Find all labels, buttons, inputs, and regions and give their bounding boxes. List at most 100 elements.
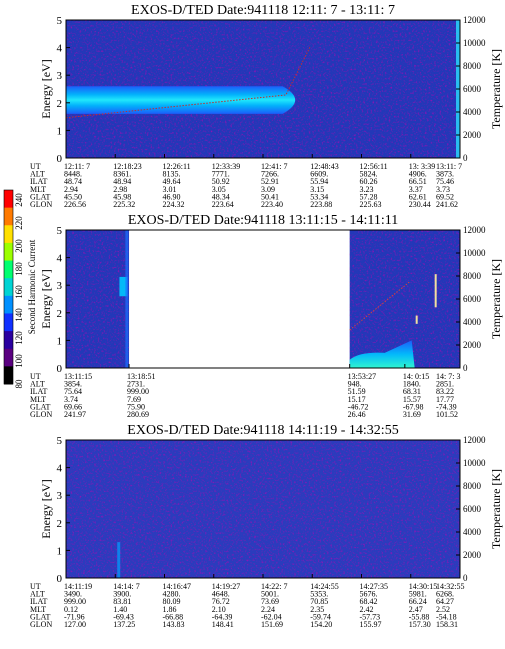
orbit-cell: 143.83 bbox=[163, 620, 185, 629]
orbit-cell: 48.34 bbox=[212, 192, 230, 201]
spike-mark bbox=[415, 315, 418, 324]
orbit-cell: 225.32 bbox=[113, 200, 135, 209]
orbit-cell: 3.09 bbox=[261, 185, 275, 194]
orbit-cell: 1840. bbox=[403, 380, 421, 389]
orbit-cell: 66.24 bbox=[409, 597, 427, 606]
colorbar-tick-label: 80 bbox=[14, 379, 24, 389]
orbit-cell: 230.44 bbox=[409, 200, 431, 209]
orbit-cell: 5353. bbox=[310, 590, 328, 599]
y2-tick-label: 10000 bbox=[463, 248, 486, 258]
colorbar-tick-label: 100 bbox=[14, 354, 24, 368]
orbit-cell: 66.51 bbox=[409, 177, 427, 186]
edge-strip bbox=[125, 230, 129, 368]
orbit-cell: 68.42 bbox=[360, 597, 378, 606]
orbit-cell: 69.52 bbox=[436, 192, 454, 201]
orbit-cell: 57.28 bbox=[360, 192, 378, 201]
orbit-cell: 64.27 bbox=[436, 597, 454, 606]
y2-tick-label: 0 bbox=[463, 153, 468, 163]
orbit-cell: 2.52 bbox=[436, 605, 450, 614]
colorbar-swatch bbox=[4, 207, 13, 226]
orbit-cell: 14:19:27 bbox=[212, 582, 240, 591]
colorbar-swatch bbox=[4, 242, 13, 262]
orbit-cell: -74.39 bbox=[436, 402, 457, 411]
orbit-cell: 154.20 bbox=[310, 620, 332, 629]
y-axis-label: Energy [eV] bbox=[39, 59, 53, 118]
y-tick-label: 5 bbox=[57, 225, 63, 237]
orbit-cell: 4648. bbox=[212, 590, 230, 599]
colorbar-swatch bbox=[4, 331, 13, 350]
plasma-blob bbox=[119, 276, 128, 297]
orbit-cell: 4906. bbox=[409, 170, 427, 179]
panel-title: EXOS-D/TED Date:941118 13:11:15 - 14:11:… bbox=[128, 213, 398, 228]
orbit-cell: 75.46 bbox=[436, 177, 454, 186]
y-tick-label: 4 bbox=[57, 253, 63, 265]
spectrogram-panel-2: EXOS-D/TED Date:941118 13:11:15 - 14:11:… bbox=[30, 213, 503, 419]
orbit-cell: 3.73 bbox=[436, 185, 450, 194]
orbit-row-label: ALT bbox=[30, 380, 45, 389]
y2-tick-label: 10000 bbox=[463, 38, 486, 48]
orbit-cell: 5981. bbox=[409, 590, 427, 599]
y2-tick-label: 6000 bbox=[463, 504, 482, 514]
orbit-cell: 31.69 bbox=[403, 410, 421, 419]
orbit-cell: 241.62 bbox=[436, 200, 458, 209]
orbit-cell: 14:27:35 bbox=[360, 582, 388, 591]
y-tick-label: 0 bbox=[57, 153, 63, 165]
y2-tick-label: 4000 bbox=[463, 527, 482, 537]
data-noise bbox=[66, 230, 130, 368]
orbit-cell: 83.81 bbox=[113, 597, 131, 606]
orbit-cell: 14:24:55 bbox=[310, 582, 338, 591]
orbit-row-label: ILAT bbox=[30, 177, 47, 186]
orbit-row-label: ILAT bbox=[30, 597, 47, 606]
orbit-row-label: MLT bbox=[30, 185, 46, 194]
orbit-row-label: UT bbox=[30, 162, 41, 171]
colorbar-swatch bbox=[4, 313, 13, 332]
y2-axis-label: Temperature [K] bbox=[489, 259, 503, 339]
orbit-row-label: ILAT bbox=[30, 387, 47, 396]
y2-tick-label: 10000 bbox=[463, 458, 486, 468]
orbit-cell: 3.15 bbox=[310, 185, 324, 194]
orbit-cell: 52.91 bbox=[261, 177, 279, 186]
orbit-cell: 3873. bbox=[436, 170, 454, 179]
plasma-streak bbox=[117, 542, 121, 578]
spike-mark bbox=[434, 274, 437, 308]
colorbar-swatch bbox=[4, 225, 13, 244]
orbit-cell: 45.98 bbox=[113, 192, 131, 201]
y2-tick-label: 0 bbox=[463, 573, 468, 583]
orbit-cell: 48.74 bbox=[64, 177, 82, 186]
orbit-cell: 157.30 bbox=[409, 620, 431, 629]
orbit-cell: 46.90 bbox=[163, 192, 181, 201]
y-tick-label: 4 bbox=[57, 463, 63, 475]
orbit-cell: 223.40 bbox=[261, 200, 283, 209]
orbit-row-label: GLON bbox=[30, 410, 52, 419]
orbit-cell: 5001. bbox=[261, 590, 279, 599]
orbit-cell: 60.26 bbox=[360, 177, 378, 186]
y2-axis-label: Temperature [K] bbox=[489, 469, 503, 549]
orbit-cell: 13:53:27 bbox=[348, 372, 376, 381]
y2-tick-label: 2000 bbox=[463, 550, 482, 560]
orbit-cell: 3900. bbox=[113, 590, 131, 599]
orbit-row-label: GLAT bbox=[30, 192, 51, 201]
y2-tick-label: 2000 bbox=[463, 130, 482, 140]
orbit-cell: 17.77 bbox=[436, 395, 454, 404]
orbit-cell: 8361. bbox=[113, 170, 131, 179]
orbit-cell: 51.59 bbox=[348, 387, 366, 396]
orbit-cell: 5824. bbox=[360, 170, 378, 179]
orbit-cell: 148.41 bbox=[212, 620, 234, 629]
spectrogram-panel-3: EXOS-D/TED Date:941118 14:11:19 - 14:32:… bbox=[30, 423, 503, 629]
colorbar-tick-label: 240 bbox=[14, 193, 24, 207]
orbit-cell: 50.92 bbox=[212, 177, 230, 186]
orbit-cell: 7771. bbox=[212, 170, 230, 179]
colorbar: 240 220 200 180 160 140 120 100 80 Second Harmoni… bbox=[3, 189, 37, 389]
orbit-cell: 7.69 bbox=[127, 395, 141, 404]
y2-tick-label: 8000 bbox=[463, 61, 482, 71]
orbit-cell: 12:33:39 bbox=[212, 162, 240, 171]
orbit-cell: 3.74 bbox=[64, 395, 78, 404]
orbit-cell: 155.97 bbox=[360, 620, 382, 629]
orbit-cell: 3.37 bbox=[409, 185, 423, 194]
orbit-cell: 48.94 bbox=[113, 177, 131, 186]
y2-tick-label: 4000 bbox=[463, 107, 482, 117]
orbit-cell: 101.52 bbox=[436, 410, 458, 419]
y-tick-label: 5 bbox=[57, 15, 63, 27]
temperature-trace bbox=[349, 281, 410, 331]
orbit-cell: 53.34 bbox=[310, 192, 328, 201]
